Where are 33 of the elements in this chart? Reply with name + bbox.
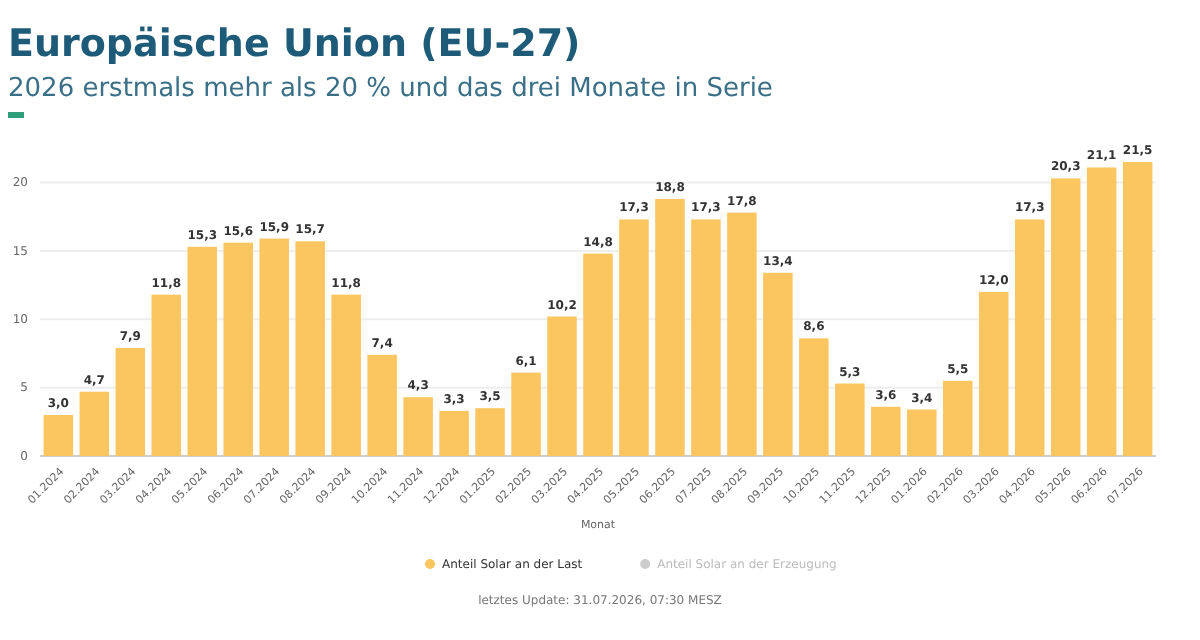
bar bbox=[43, 414, 74, 456]
bar bbox=[1014, 219, 1045, 456]
bar bbox=[511, 372, 541, 456]
bar bbox=[1122, 162, 1153, 456]
bar bbox=[943, 380, 973, 456]
bar bbox=[907, 409, 937, 456]
bar bbox=[1086, 167, 1117, 456]
bar bbox=[475, 408, 505, 456]
bar bbox=[1050, 178, 1081, 456]
bar bbox=[367, 354, 397, 456]
bar bbox=[151, 294, 182, 456]
chart-title: Europäische Union (EU-27) bbox=[8, 22, 581, 66]
bar bbox=[619, 219, 649, 456]
bar bbox=[763, 272, 793, 456]
bar bbox=[79, 391, 110, 456]
bar bbox=[655, 198, 685, 456]
bar bbox=[403, 397, 433, 456]
bar bbox=[835, 383, 865, 456]
bar bbox=[583, 253, 613, 456]
bar bbox=[799, 338, 829, 456]
bar bbox=[691, 219, 721, 456]
bar bbox=[439, 410, 469, 456]
chart-subtitle: 2026 erstmals mehr als 20 % und das drei Monate in Serie bbox=[8, 74, 773, 104]
bar bbox=[727, 212, 757, 456]
bar bbox=[259, 238, 289, 456]
bar bbox=[115, 347, 146, 456]
bar bbox=[187, 246, 218, 456]
bar bbox=[331, 294, 361, 456]
bar bbox=[978, 291, 1009, 456]
bar bbox=[547, 316, 577, 456]
bar bbox=[295, 241, 325, 456]
bar bbox=[223, 242, 253, 456]
bar bbox=[871, 406, 901, 456]
